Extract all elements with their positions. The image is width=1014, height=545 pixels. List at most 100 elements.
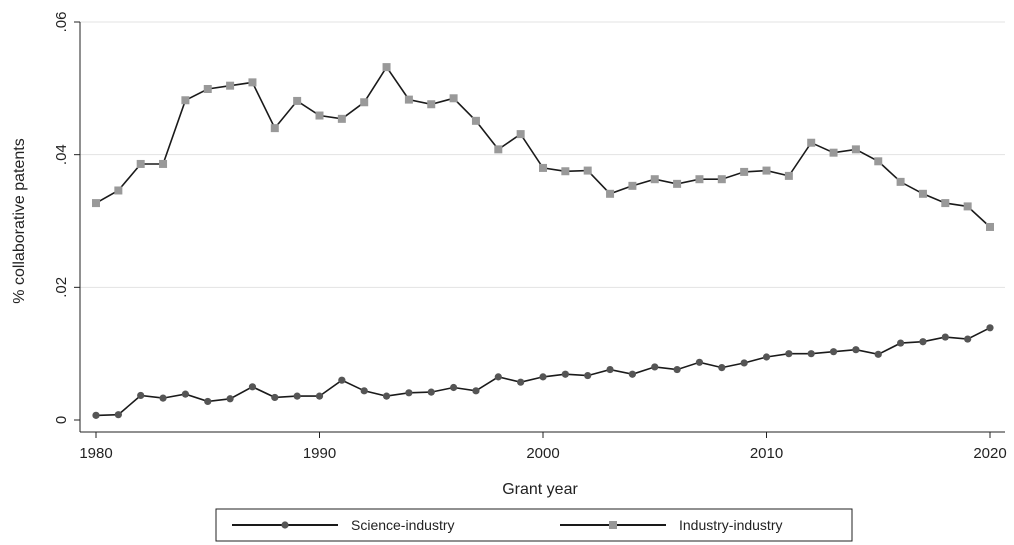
data-point <box>271 393 279 402</box>
data-point <box>628 370 637 378</box>
data-point <box>137 391 145 400</box>
data-point <box>427 100 436 109</box>
data-point <box>695 175 704 184</box>
data-point <box>203 84 212 93</box>
y-axis-ticks: 0 .02 .04 .06 <box>53 12 80 424</box>
data-point <box>561 167 570 176</box>
data-point <box>204 397 212 406</box>
data-point <box>695 358 704 366</box>
data-point <box>450 383 458 392</box>
legend-label-industry-industry: Industry-industry <box>679 517 782 533</box>
data-point <box>919 338 927 346</box>
data-point <box>941 333 949 341</box>
data-point <box>159 394 167 402</box>
data-point <box>360 98 369 107</box>
legend-label-science-industry: Science-industry <box>351 517 455 533</box>
gridlines <box>80 21 1005 288</box>
data-point <box>583 166 592 175</box>
data-point <box>226 395 234 403</box>
x-axis-ticks: 1980 1990 2000 2010 2020 <box>79 432 1007 462</box>
data-point <box>539 373 547 381</box>
data-point <box>561 370 569 378</box>
data-point <box>181 390 189 398</box>
y-tick-label: .02 <box>53 277 70 298</box>
data-point <box>851 145 860 154</box>
x-tick-label: 2000 <box>526 445 559 462</box>
data-point <box>740 167 749 176</box>
legend: Science-industry Industry-industry <box>215 508 853 542</box>
data-point <box>651 363 659 371</box>
data-point <box>785 350 793 358</box>
data-point <box>337 114 346 123</box>
data-point <box>471 116 480 125</box>
data-point <box>829 348 838 356</box>
data-point <box>159 159 168 168</box>
data-point <box>584 371 592 380</box>
y-tick-label: .06 <box>53 12 70 33</box>
x-tick-label: 1980 <box>79 445 112 462</box>
data-point <box>762 166 771 175</box>
data-point <box>762 353 771 361</box>
data-point <box>181 96 190 105</box>
data-point <box>270 124 279 133</box>
legend-marker-industry-industry <box>609 521 617 529</box>
data-point <box>226 81 235 90</box>
data-point <box>404 95 413 104</box>
data-point <box>673 179 682 188</box>
data-point <box>673 365 681 374</box>
data-point <box>717 175 726 184</box>
data-point <box>807 350 815 358</box>
data-point <box>606 189 615 198</box>
data-point <box>92 411 100 419</box>
data-point <box>897 339 905 347</box>
data-point <box>650 175 659 184</box>
data-point <box>449 94 458 103</box>
data-point <box>472 387 480 395</box>
series-science-industry <box>92 324 994 419</box>
data-point <box>114 411 122 419</box>
data-point <box>964 335 972 343</box>
data-point <box>382 63 391 72</box>
data-point <box>516 130 525 139</box>
data-point <box>92 199 100 208</box>
y-tick-label: .04 <box>53 144 70 165</box>
x-tick-label: 2020 <box>973 445 1006 462</box>
data-point <box>248 78 257 87</box>
data-point <box>114 186 123 195</box>
data-point <box>986 324 994 332</box>
data-point <box>628 181 637 190</box>
data-point <box>338 376 346 384</box>
x-axis-title: Grant year <box>502 481 578 498</box>
series-industry-industry <box>92 63 994 231</box>
y-tick-label: 0 <box>53 416 70 424</box>
data-point <box>807 138 816 147</box>
data-point <box>382 392 391 400</box>
data-point <box>986 222 994 231</box>
data-point <box>896 177 905 186</box>
data-point <box>918 189 927 198</box>
data-point <box>427 388 435 396</box>
data-point <box>718 363 726 372</box>
data-point <box>539 163 547 172</box>
data-point <box>852 346 860 354</box>
data-point <box>874 350 882 358</box>
data-point <box>360 387 368 395</box>
data-point <box>248 383 257 391</box>
data-point <box>293 96 302 105</box>
data-point <box>606 365 614 374</box>
data-point <box>293 392 301 400</box>
x-tick-label: 2010 <box>750 445 783 462</box>
data-point <box>829 148 838 157</box>
data-point <box>941 199 950 208</box>
data-point <box>517 378 525 386</box>
data-point <box>740 359 748 367</box>
y-axis-title: % collaborative patents <box>11 138 28 303</box>
data-point <box>405 389 413 397</box>
series-layer <box>92 63 994 419</box>
data-point <box>315 392 324 400</box>
data-point <box>784 171 793 180</box>
data-point <box>494 373 502 381</box>
x-tick-label: 1990 <box>303 445 336 462</box>
